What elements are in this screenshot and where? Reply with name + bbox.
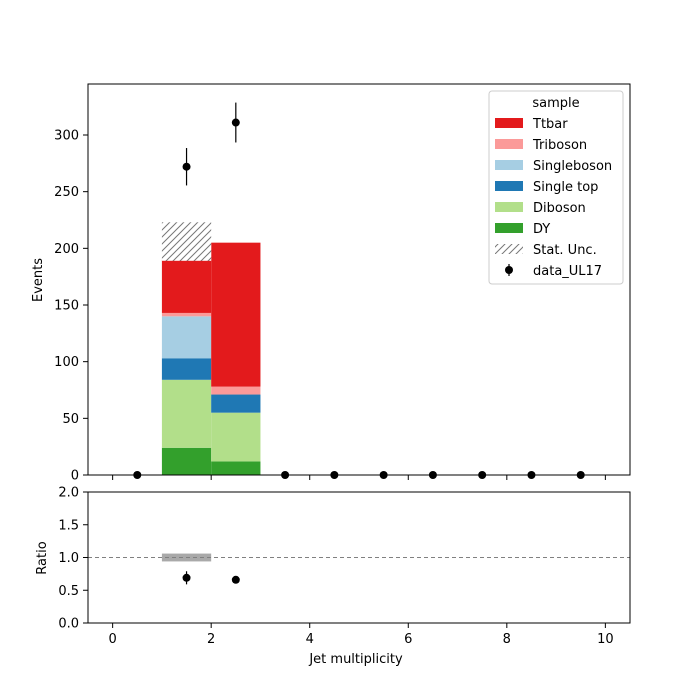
ratio-y-ticks: 0.0 0.5 1.0 1.5 2.0 <box>58 486 88 632</box>
legend-title: sample <box>532 96 579 111</box>
ratio-panel: 0.0 0.5 1.0 1.5 2.0 0 2 4 6 8 10 Ratio Jet multip… <box>35 486 631 667</box>
main-y-tick-label-2: 100 <box>54 355 79 370</box>
stat-unc-hatch-0 <box>161 222 212 261</box>
stacked-bars <box>161 242 261 475</box>
legend-label-single-top: Single top <box>533 180 598 195</box>
ratio-y-tick-label-4: 2.0 <box>58 486 79 501</box>
main-y-ticks: 0 50 100 150 200 250 300 <box>54 129 88 484</box>
ratio-x-tick-label-3: 6 <box>404 632 412 647</box>
legend-label-diboson: Diboson <box>533 201 586 216</box>
legend-swatch-triboson <box>495 139 523 149</box>
bar-ttbar-bin-1 <box>211 242 261 387</box>
ratio-x-tick-label-4: 8 <box>503 632 511 647</box>
data-point-1 <box>182 162 191 171</box>
bar-triboson-bin-1 <box>211 386 261 395</box>
legend-swatch-stat-unc <box>495 244 523 254</box>
ratio-x-tick-label-5: 10 <box>597 632 614 647</box>
stat-unc-band <box>161 222 212 261</box>
main-y-tick-label-5: 250 <box>54 185 79 200</box>
legend-swatch-singleboson <box>495 160 523 170</box>
ratio-points <box>182 571 240 585</box>
ratio-x-ticks: 0 2 4 6 8 10 <box>108 623 614 647</box>
legend-label-dy: DY <box>533 222 550 237</box>
main-y-tick-label-6: 300 <box>54 129 79 144</box>
bar-single-top-bin-1 <box>211 394 261 413</box>
bar-diboson-bin-0 <box>161 379 212 448</box>
ratio-x-tick-label-0: 0 <box>108 632 116 647</box>
legend-swatch-diboson <box>495 202 523 212</box>
legend-label-singleboson: Singleboson <box>533 159 612 174</box>
bar-singleboson-bin-0 <box>161 316 212 359</box>
ratio-x-tick-label-2: 4 <box>306 632 314 647</box>
bar-triboson-bin-0 <box>161 312 212 317</box>
bar-dy-bin-0 <box>161 447 212 475</box>
main-y-tick-label-3: 150 <box>54 299 79 314</box>
legend-label-stat-unc: Stat. Unc. <box>533 243 597 258</box>
bar-dy-bin-1 <box>211 461 261 475</box>
ratio-y-axis-label: Ratio <box>35 541 50 574</box>
ratio-y-tick-label-1: 0.5 <box>58 584 79 599</box>
legend-label-triboson: Triboson <box>532 138 587 153</box>
legend: sample Ttbar Triboson Singleboson Single top… <box>488 90 624 285</box>
main-y-axis-label: Events <box>31 258 46 302</box>
ratio-y-tick-label-0: 0.0 <box>58 617 79 632</box>
main-y-tick-label-1: 50 <box>62 412 79 427</box>
main-y-tick-label-4: 200 <box>54 242 79 257</box>
ratio-point-0 <box>182 573 191 582</box>
ratio-point-1 <box>231 575 240 584</box>
main-y-tick-label-0: 0 <box>71 469 79 484</box>
legend-swatch-single-top <box>495 181 523 191</box>
main-x-ticks <box>112 475 606 480</box>
ratio-x-tick-label-1: 2 <box>207 632 215 647</box>
bar-single-top-bin-0 <box>161 358 212 380</box>
legend-swatch-dy <box>495 223 523 233</box>
bar-diboson-bin-1 <box>211 412 261 462</box>
main-panel: 0 50 100 150 200 250 300 Events sample Ttbar Tri… <box>31 83 631 484</box>
legend-data-marker <box>505 266 513 274</box>
legend-label-data: data_UL17 <box>533 264 602 279</box>
ratio-y-tick-label-3: 1.5 <box>58 518 79 533</box>
legend-swatch-ttbar <box>495 118 523 128</box>
data-point-2 <box>231 118 240 127</box>
main-axes-frame <box>87 83 631 476</box>
x-axis-label: Jet multiplicity <box>308 652 403 667</box>
legend-label-ttbar: Ttbar <box>532 117 568 132</box>
bar-ttbar-bin-0 <box>161 259 212 313</box>
ratio-y-tick-label-2: 1.0 <box>58 551 79 566</box>
